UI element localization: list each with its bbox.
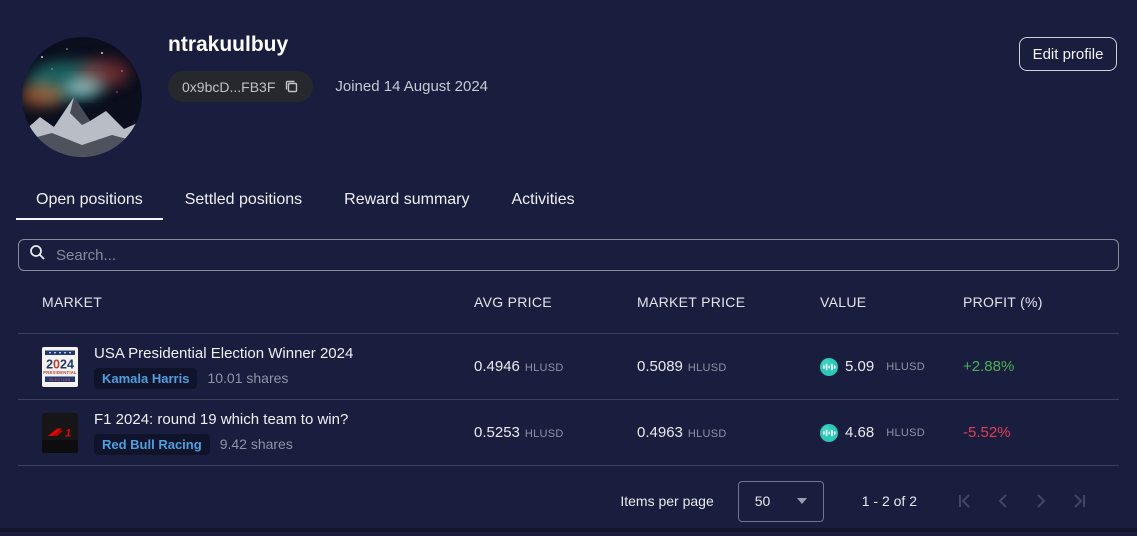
avg-price-cell: 0.4946 HLUSD bbox=[474, 357, 564, 375]
shares-count: 9.42 shares bbox=[219, 436, 293, 452]
wallet-address-pill[interactable]: 0x9bcD...FB3F bbox=[168, 71, 314, 102]
col-header-avg-price: AVG PRICE bbox=[474, 294, 552, 310]
col-header-market: MARKET bbox=[42, 294, 103, 310]
tab-open-positions[interactable]: Open positions bbox=[16, 186, 163, 220]
value-cell: 5.09 HLUSD bbox=[820, 357, 963, 376]
username: ntrakuulbuy bbox=[168, 33, 289, 56]
shares-count: 10.01 shares bbox=[207, 370, 289, 386]
avatar bbox=[22, 37, 142, 157]
svg-text:PRESIDENTIAL: PRESIDENTIAL bbox=[43, 370, 77, 375]
svg-text:2024: 2024 bbox=[46, 357, 74, 371]
hlusd-coin-icon bbox=[820, 357, 838, 376]
svg-text:1: 1 bbox=[65, 427, 71, 439]
table-row[interactable]: 1 F1 2024: round 19 which team to win? R… bbox=[18, 399, 1119, 465]
market-price-cell: 0.4963 HLUSD bbox=[637, 423, 727, 441]
market-thumbnail-election: 2024 PRESIDENTIAL ELECTION bbox=[42, 346, 78, 387]
table-row[interactable]: 2024 PRESIDENTIAL ELECTION USA President… bbox=[18, 333, 1119, 399]
col-header-market-price: MARKET PRICE bbox=[637, 294, 746, 310]
window-bottom-edge bbox=[0, 528, 1137, 532]
wallet-address: 0x9bcD...FB3F bbox=[182, 78, 276, 95]
value-cell: 4.68 HLUSD bbox=[820, 423, 963, 442]
avg-price-cell: 0.5253 HLUSD bbox=[474, 423, 564, 441]
search-bar[interactable] bbox=[18, 239, 1119, 271]
tab-activities[interactable]: Activities bbox=[511, 191, 575, 208]
joined-date: Joined 14 August 2024 bbox=[335, 78, 489, 95]
copy-icon[interactable] bbox=[284, 79, 299, 94]
profile-tabs: Open positions Settled positions Reward … bbox=[0, 186, 1137, 220]
first-page-icon[interactable] bbox=[953, 489, 977, 513]
previous-page-icon[interactable] bbox=[991, 489, 1015, 513]
profit-percentage: -5.52% bbox=[963, 423, 1011, 441]
outcome-badge: Kamala Harris bbox=[94, 367, 198, 389]
table-body: 2024 PRESIDENTIAL ELECTION USA President… bbox=[18, 333, 1119, 466]
col-header-profit: PROFIT (%) bbox=[963, 294, 1043, 310]
profile-header: ntrakuulbuy 0x9bcD...FB3F Joined 14 Augu… bbox=[0, 0, 1137, 158]
tab-reward-summary[interactable]: Reward summary bbox=[344, 191, 470, 208]
outcome-badge: Red Bull Racing bbox=[94, 433, 210, 455]
market-title: F1 2024: round 19 which team to win? bbox=[94, 410, 349, 428]
pager bbox=[953, 489, 1091, 513]
table-header: MARKET AVG PRICE MARKET PRICE VALUE PROF… bbox=[18, 271, 1119, 333]
search-input[interactable] bbox=[54, 245, 1108, 265]
edit-profile-button[interactable]: Edit profile bbox=[1019, 37, 1117, 71]
profit-percentage: +2.88% bbox=[963, 357, 1015, 375]
last-page-icon[interactable] bbox=[1067, 489, 1091, 513]
profile-info: ntrakuulbuy 0x9bcD...FB3F Joined 14 Augu… bbox=[168, 33, 488, 102]
market-thumbnail-f1: 1 bbox=[42, 412, 78, 453]
svg-text:ELECTION: ELECTION bbox=[49, 377, 70, 381]
items-per-page-value: 50 bbox=[754, 493, 771, 509]
positions-table: MARKET AVG PRICE MARKET PRICE VALUE PROF… bbox=[18, 271, 1119, 536]
market-title: USA Presidential Election Winner 2024 bbox=[94, 344, 354, 362]
tab-settled-positions[interactable]: Settled positions bbox=[184, 191, 303, 208]
chevron-down-icon bbox=[796, 498, 807, 504]
col-header-value: VALUE bbox=[820, 294, 867, 310]
table-footer: Items per page 50 1 - 2 of 2 bbox=[18, 466, 1119, 536]
next-page-icon[interactable] bbox=[1029, 489, 1053, 513]
items-per-page-label: Items per page bbox=[620, 493, 714, 509]
items-per-page-select[interactable]: 50 bbox=[737, 480, 824, 522]
pagination-range: 1 - 2 of 2 bbox=[861, 493, 917, 509]
hlusd-coin-icon bbox=[820, 423, 838, 442]
search-icon bbox=[29, 244, 46, 266]
market-price-cell: 0.5089 HLUSD bbox=[637, 357, 727, 375]
